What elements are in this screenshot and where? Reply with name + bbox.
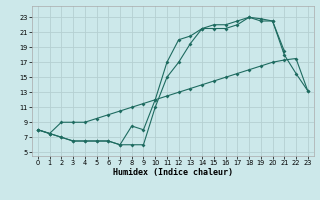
X-axis label: Humidex (Indice chaleur): Humidex (Indice chaleur) (113, 168, 233, 177)
